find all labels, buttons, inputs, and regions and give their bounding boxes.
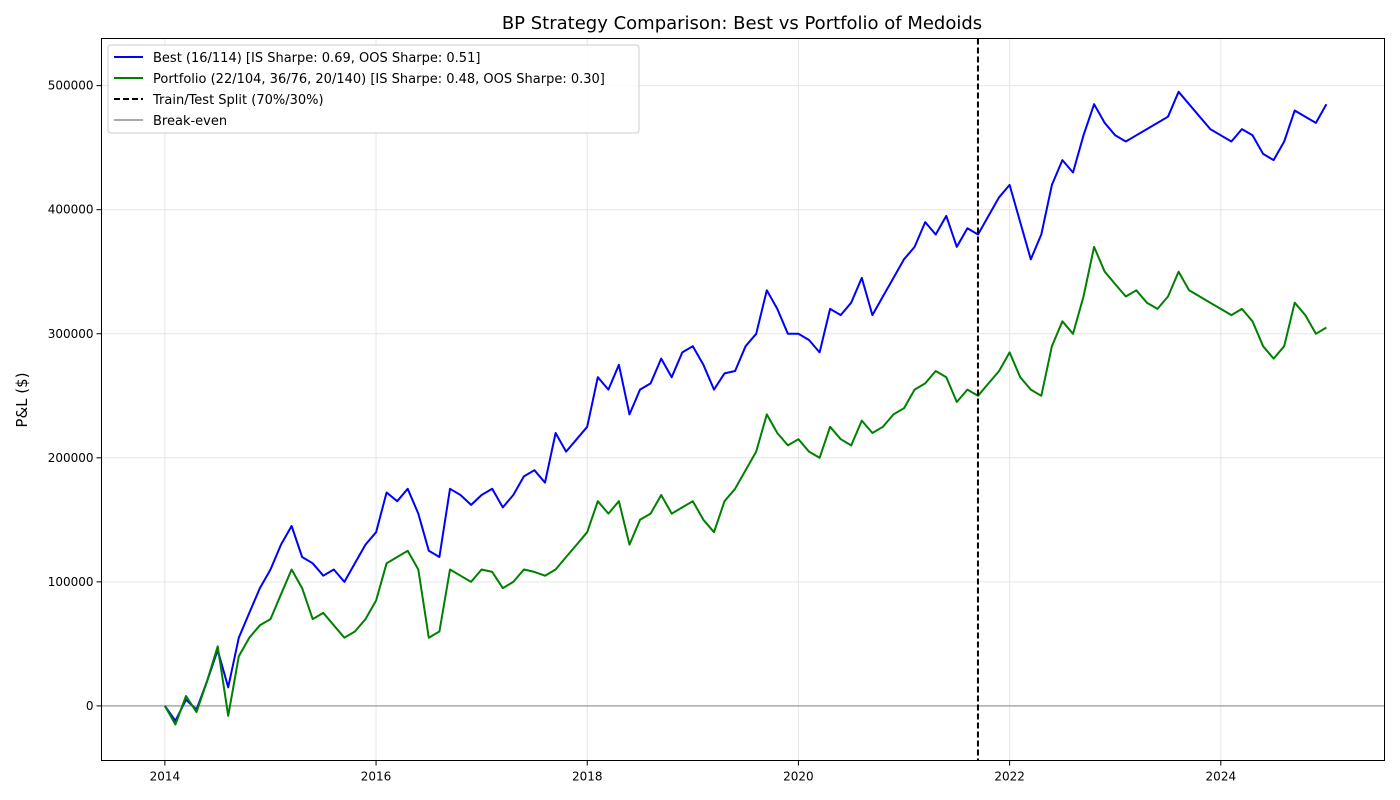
y-tick-label: 500000	[48, 79, 94, 93]
series-lines	[164, 38, 1328, 761]
x-tick-label: 2022	[994, 770, 1025, 784]
legend-label-split: Train/Test Split (70%/30%)	[152, 93, 324, 108]
legend-label-breakeven: Break-even	[153, 114, 227, 129]
x-tick-label: 2018	[572, 770, 603, 784]
x-tick-label: 2020	[783, 770, 814, 784]
y-tick-label: 0	[86, 699, 94, 713]
plot-frame	[101, 38, 1385, 761]
y-tick-label: 200000	[48, 451, 94, 465]
x-tick-label: 2014	[150, 770, 181, 784]
series-line-best	[164, 90, 1328, 722]
y-axis: 0 100000 200000 300000 400000 500000	[48, 79, 102, 713]
y-tick-label: 100000	[48, 575, 94, 589]
legend-label-best: Best (16/114) [IS Sharpe: 0.69, OOS Shar…	[153, 51, 480, 66]
x-axis: 2014 2016 2018 2020 2022 2024	[150, 760, 1237, 784]
y-tick-label: 300000	[48, 327, 94, 341]
chart-title: BP Strategy Comparison: Best vs Portfoli…	[502, 13, 982, 34]
y-axis-label: P&L ($)	[13, 372, 31, 427]
x-tick-label: 2016	[361, 770, 392, 784]
legend: Best (16/114) [IS Sharpe: 0.69, OOS Shar…	[107, 44, 640, 134]
legend-label-portfolio: Portfolio (22/104, 36/76, 20/140) [IS Sh…	[153, 72, 605, 87]
series-line-portfolio	[164, 245, 1327, 726]
y-tick-label: 400000	[48, 203, 94, 217]
x-tick-label: 2024	[1206, 770, 1237, 784]
legend-box	[107, 44, 640, 134]
